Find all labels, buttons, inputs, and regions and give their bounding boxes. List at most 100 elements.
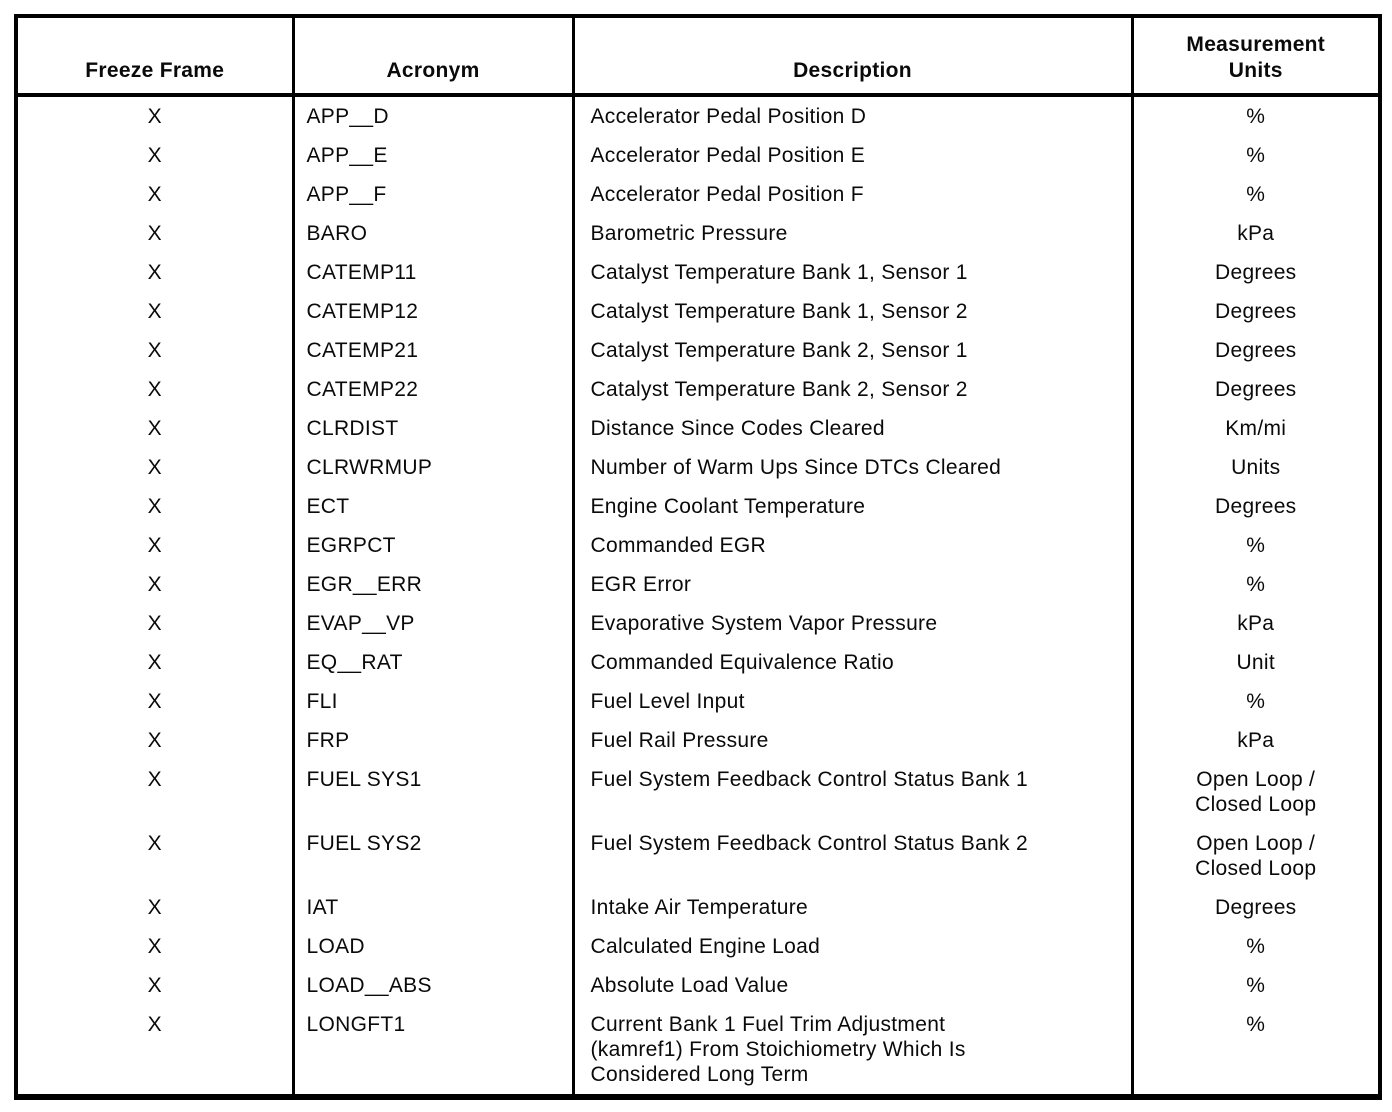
acronym-cell: LONGFT1 [291, 1005, 573, 1097]
table-row: X FUEL SYS2 Fuel System Feedback Control… [16, 824, 1380, 888]
table-row: X EQ__RAT Commanded Equivalence Ratio Un… [16, 643, 1380, 682]
acronym-cell: EGR__ERR [291, 565, 573, 604]
units-cell: Units [1130, 448, 1380, 487]
description-cell: Catalyst Temperature Bank 1, Sensor 1 [571, 253, 1132, 292]
table-row: X BARO Barometric Pressure kPa [16, 214, 1380, 253]
freeze-frame-pid-table: Freeze Frame Acronym Description Measure… [14, 14, 1382, 1100]
acronym-cell: IAT [291, 888, 573, 927]
freeze-frame-cell: X [147, 261, 162, 284]
table-row: X APP__F Accelerator Pedal Position F % [16, 175, 1380, 214]
units-cell: Degrees [1130, 253, 1380, 292]
units-cell: Degrees [1130, 888, 1380, 927]
description-cell: Current Bank 1 Fuel Trim Adjustment (kam… [571, 1005, 1132, 1097]
freeze-frame-cell: X [147, 974, 162, 997]
description-cell: Commanded Equivalence Ratio [571, 643, 1132, 682]
units-cell: Degrees [1130, 487, 1380, 526]
acronym-cell: LOAD__ABS [291, 966, 573, 1005]
freeze-frame-cell: X [147, 417, 162, 440]
acronym-cell: APP__D [291, 95, 573, 136]
units-cell: Degrees [1130, 331, 1380, 370]
description-cell: Accelerator Pedal Position D [571, 95, 1132, 136]
description-cell: Calculated Engine Load [571, 927, 1132, 966]
description-cell: Engine Coolant Temperature [571, 487, 1132, 526]
freeze-frame-cell: X [147, 573, 162, 596]
table-row: X CLRWRMUP Number of Warm Ups Since DTCs… [16, 448, 1380, 487]
units-cell: % [1130, 927, 1380, 966]
table-row: X CATEMP22 Catalyst Temperature Bank 2, … [16, 370, 1380, 409]
units-cell: % [1130, 966, 1380, 1005]
acronym-cell: CATEMP11 [291, 253, 573, 292]
freeze-frame-cell: X [147, 768, 162, 791]
table-body: X APP__D Accelerator Pedal Position D % … [16, 95, 1380, 1097]
units-cell: % [1130, 526, 1380, 565]
table-row: X LONGFT1 Current Bank 1 Fuel Trim Adjus… [16, 1005, 1380, 1097]
description-cell: Catalyst Temperature Bank 2, Sensor 2 [571, 370, 1132, 409]
freeze-frame-cell: X [147, 651, 162, 674]
column-header-acronym: Acronym [291, 16, 573, 97]
acronym-cell: EQ__RAT [291, 643, 573, 682]
freeze-frame-cell: X [147, 495, 162, 518]
freeze-frame-cell: X [147, 729, 162, 752]
units-cell: Km/mi [1130, 409, 1380, 448]
freeze-frame-cell: X [147, 222, 162, 245]
column-header-description: Description [571, 16, 1132, 97]
table-header-row: Freeze Frame Acronym Description Measure… [16, 16, 1380, 97]
units-cell: % [1130, 565, 1380, 604]
description-cell: Catalyst Temperature Bank 2, Sensor 1 [571, 331, 1132, 370]
units-cell: Degrees [1130, 292, 1380, 331]
description-cell: Accelerator Pedal Position F [571, 175, 1132, 214]
description-cell: Distance Since Codes Cleared [571, 409, 1132, 448]
description-cell: EGR Error [571, 565, 1132, 604]
table-row: X LOAD__ABS Absolute Load Value % [16, 966, 1380, 1005]
freeze-frame-cell: X [147, 339, 162, 362]
description-cell: Fuel Rail Pressure [571, 721, 1132, 760]
freeze-frame-cell: X [147, 935, 162, 958]
acronym-cell: CATEMP12 [291, 292, 573, 331]
acronym-cell: APP__E [291, 136, 573, 175]
freeze-frame-cell: X [147, 456, 162, 479]
description-cell: Evaporative System Vapor Pressure [571, 604, 1132, 643]
freeze-frame-table-container: Freeze Frame Acronym Description Measure… [14, 14, 1382, 1100]
table-row: X CATEMP11 Catalyst Temperature Bank 1, … [16, 253, 1380, 292]
acronym-cell: CLRWRMUP [291, 448, 573, 487]
freeze-frame-cell: X [147, 105, 162, 128]
table-row: X FUEL SYS1 Fuel System Feedback Control… [16, 760, 1380, 824]
acronym-cell: EGRPCT [291, 526, 573, 565]
units-cell: Open Loop / Closed Loop [1130, 760, 1380, 824]
acronym-cell: EVAP__VP [291, 604, 573, 643]
table-row: X APP__E Accelerator Pedal Position E % [16, 136, 1380, 175]
units-cell: kPa [1130, 604, 1380, 643]
freeze-frame-cell: X [147, 832, 162, 855]
acronym-cell: LOAD [291, 927, 573, 966]
description-cell: Accelerator Pedal Position E [571, 136, 1132, 175]
description-cell: Number of Warm Ups Since DTCs Cleared [571, 448, 1132, 487]
description-cell: Absolute Load Value [571, 966, 1132, 1005]
freeze-frame-cell: X [147, 300, 162, 323]
table-row: X CLRDIST Distance Since Codes Cleared K… [16, 409, 1380, 448]
table-row: X APP__D Accelerator Pedal Position D % [16, 95, 1380, 136]
table-row: X ECT Engine Coolant Temperature Degrees [16, 487, 1380, 526]
units-cell: % [1130, 1005, 1380, 1097]
description-cell: Catalyst Temperature Bank 1, Sensor 2 [571, 292, 1132, 331]
description-cell: Fuel Level Input [571, 682, 1132, 721]
table-row: X LOAD Calculated Engine Load % [16, 927, 1380, 966]
description-cell: Intake Air Temperature [571, 888, 1132, 927]
acronym-cell: FRP [291, 721, 573, 760]
table-row: X CATEMP12 Catalyst Temperature Bank 1, … [16, 292, 1380, 331]
table-row: X EGRPCT Commanded EGR % [16, 526, 1380, 565]
description-cell: Commanded EGR [571, 526, 1132, 565]
freeze-frame-cell: X [147, 183, 162, 206]
acronym-cell: CATEMP22 [291, 370, 573, 409]
acronym-cell: CATEMP21 [291, 331, 573, 370]
freeze-frame-cell: X [147, 144, 162, 167]
table-row: X FRP Fuel Rail Pressure kPa [16, 721, 1380, 760]
units-cell: % [1130, 682, 1380, 721]
column-header-freeze-frame: Freeze Frame [16, 16, 293, 97]
table-row: X EGR__ERR EGR Error % [16, 565, 1380, 604]
units-cell: % [1130, 136, 1380, 175]
description-cell: Fuel System Feedback Control Status Bank… [571, 824, 1132, 888]
units-cell: kPa [1130, 721, 1380, 760]
table-row: X EVAP__VP Evaporative System Vapor Pres… [16, 604, 1380, 643]
units-cell: Degrees [1130, 370, 1380, 409]
